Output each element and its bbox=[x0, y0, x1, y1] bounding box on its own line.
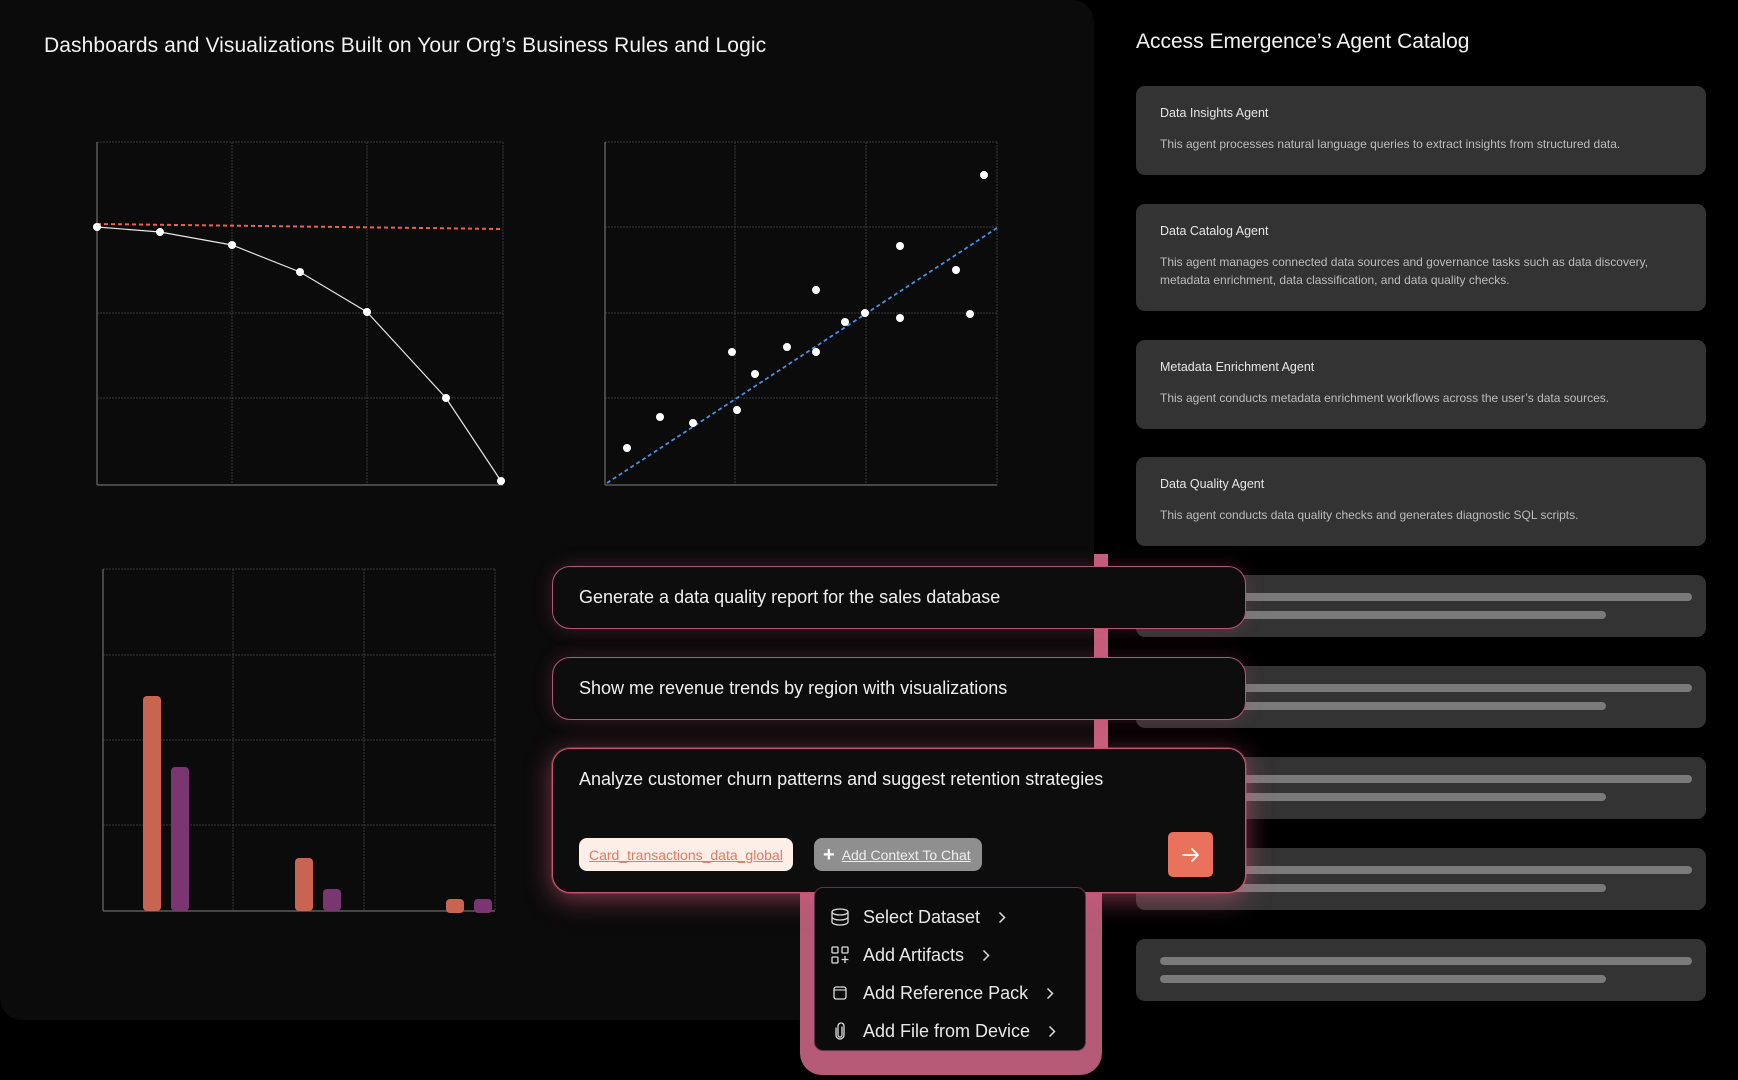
panel-title: Dashboards and Visualizations Built on Y… bbox=[44, 34, 767, 57]
add-context-button[interactable]: + Add Context To Chat bbox=[814, 838, 982, 871]
add-context-label: Add Context To Chat bbox=[841, 846, 971, 863]
skeleton-line bbox=[1160, 684, 1692, 692]
agent-name: Data Catalog Agent bbox=[1160, 224, 1269, 238]
agent-name: Data Insights Agent bbox=[1160, 106, 1269, 120]
database-icon bbox=[829, 906, 851, 928]
line-chart-svg bbox=[93, 141, 505, 486]
skeleton-line bbox=[1160, 611, 1606, 619]
skeleton-line bbox=[1160, 975, 1606, 983]
prompt-text: Generate a data quality report for the s… bbox=[579, 587, 1001, 607]
agent-description: This agent processes natural language qu… bbox=[1160, 137, 1621, 151]
agent-card-data-insights[interactable]: Data Insights Agent This agent processes… bbox=[1136, 86, 1706, 175]
paperclip-icon bbox=[829, 1020, 851, 1042]
grid-plus-icon bbox=[829, 944, 851, 966]
skeleton-line bbox=[1160, 793, 1606, 801]
bars bbox=[143, 696, 492, 913]
scatter-chart-svg bbox=[604, 141, 998, 486]
agent-description: This agent conducts metadata enrichment … bbox=[1160, 391, 1610, 405]
menu-item-add-reference-pack[interactable]: Add Reference Pack bbox=[815, 974, 1085, 1012]
skeleton-line bbox=[1160, 775, 1692, 783]
chevron-right-icon bbox=[998, 911, 1006, 924]
line-chart bbox=[93, 141, 507, 488]
trendline bbox=[606, 227, 998, 484]
skeleton-line bbox=[1160, 866, 1692, 874]
skeleton-line bbox=[1160, 884, 1606, 892]
menu-item-label: Add Reference Pack bbox=[863, 982, 1029, 1003]
context-menu: Select Dataset Add Artifacts Add Referen… bbox=[814, 887, 1086, 1051]
chevron-right-icon bbox=[982, 949, 990, 962]
agent-description: This agent conducts data quality checks … bbox=[1160, 508, 1579, 522]
catalog-title: Access Emergence’s Agent Catalog bbox=[1136, 30, 1470, 53]
menu-item-label: Select Dataset bbox=[863, 906, 981, 927]
menu-item-label: Add File from Device bbox=[863, 1020, 1031, 1041]
prompt-suggestion[interactable]: Show me revenue trends by region with vi… bbox=[552, 657, 1246, 720]
menu-item-add-artifacts[interactable]: Add Artifacts bbox=[815, 936, 1085, 974]
agent-name: Metadata Enrichment Agent bbox=[1160, 360, 1315, 374]
dataset-chip[interactable]: Card_transactions_data_global bbox=[579, 838, 793, 871]
menu-item-label: Add Artifacts bbox=[863, 944, 965, 965]
composer-input[interactable]: Analyze customer churn patterns and sugg… bbox=[579, 769, 1104, 789]
skeleton-line bbox=[1160, 593, 1692, 601]
agent-card-data-catalog[interactable]: Data Catalog Agent This agent manages co… bbox=[1136, 204, 1706, 311]
connector bbox=[1094, 629, 1108, 657]
agent-card-metadata-enrichment[interactable]: Metadata Enrichment Agent This agent con… bbox=[1136, 340, 1706, 429]
skeleton-line bbox=[1160, 702, 1606, 710]
actual-series bbox=[96, 226, 502, 482]
chevron-right-icon bbox=[1046, 987, 1054, 1000]
arrow-right-icon bbox=[1181, 847, 1199, 862]
skeleton-line bbox=[1160, 957, 1692, 965]
box-icon bbox=[829, 982, 851, 1004]
connector bbox=[1094, 720, 1108, 748]
send-button[interactable] bbox=[1168, 832, 1213, 877]
agent-card-placeholder bbox=[1136, 939, 1706, 1001]
agent-card-data-quality[interactable]: Data Quality Agent This agent conducts d… bbox=[1136, 457, 1706, 546]
agent-description: This agent manages connected data source… bbox=[1160, 255, 1649, 287]
chevron-right-icon bbox=[1048, 1025, 1056, 1038]
data-points bbox=[93, 223, 505, 485]
dashboards-panel: Dashboards and Visualizations Built on Y… bbox=[0, 0, 1094, 1020]
bar-chart bbox=[102, 568, 499, 915]
plus-icon: + bbox=[823, 843, 835, 866]
agent-name: Data Quality Agent bbox=[1160, 477, 1265, 491]
scatter-points bbox=[623, 171, 988, 452]
menu-item-add-file[interactable]: Add File from Device bbox=[815, 1012, 1085, 1050]
connector bbox=[1094, 554, 1108, 566]
prompt-suggestion[interactable]: Generate a data quality report for the s… bbox=[552, 566, 1246, 629]
bar-chart-svg bbox=[102, 568, 496, 913]
chat-composer[interactable]: Analyze customer churn patterns and sugg… bbox=[552, 748, 1246, 893]
scatter-chart bbox=[604, 141, 1001, 488]
baseline-series bbox=[96, 223, 504, 230]
prompt-text: Show me revenue trends by region with vi… bbox=[579, 678, 1008, 698]
menu-item-select-dataset[interactable]: Select Dataset bbox=[815, 898, 1085, 936]
